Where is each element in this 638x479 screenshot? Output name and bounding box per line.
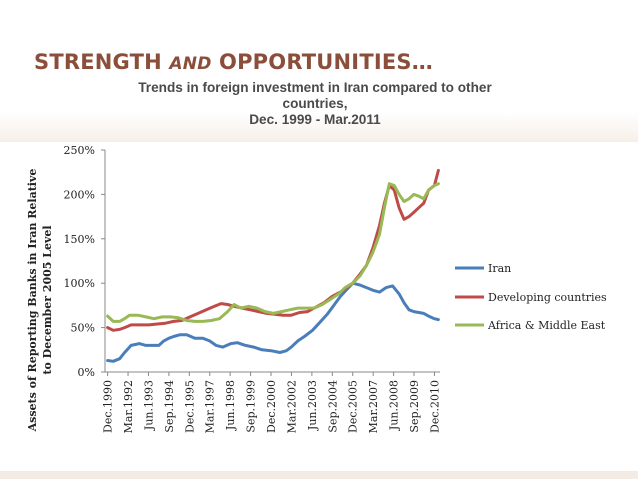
y-tick-label: 200% — [64, 188, 95, 201]
x-tick-label: Jun.1998 — [224, 380, 237, 431]
y-tick-label: 150% — [64, 233, 95, 246]
y-axis-label: Assets of Reporting Banks in Iran Relati… — [26, 169, 54, 433]
chart-title-line-1: Trends in foreign investment in Iran com… — [138, 80, 492, 95]
x-tick-label: Mar.1997 — [204, 380, 217, 433]
y-tick-label: 250% — [64, 144, 95, 157]
x-axis-ticks: Dec.1990 Mar.1992 Jun.1993 Sep.1994 Dec.1995… — [102, 372, 441, 433]
footer-bar — [0, 471, 638, 479]
y-tick-label: 0% — [78, 366, 95, 379]
x-tick-label: Dec.1995 — [183, 380, 196, 433]
series-lines — [106, 168, 440, 363]
y-axis-label-line: Assets of Reporting Banks in Iran Relati… — [26, 169, 39, 433]
x-tick-label: Dec.2010 — [428, 380, 441, 433]
x-tick-label: Dec.2000 — [265, 380, 278, 433]
y-tick-label: 100% — [64, 277, 95, 290]
y-tick-label: 50% — [71, 322, 95, 335]
x-tick-label: Mar.1992 — [122, 380, 135, 433]
x-tick-label: Jun.2008 — [388, 380, 401, 431]
legend-label: Africa & Middle East — [487, 319, 606, 332]
x-tick-label: Sep.2004 — [326, 380, 339, 433]
x-tick-label: Mar.2002 — [285, 380, 298, 433]
x-tick-label: Jun.2003 — [306, 380, 319, 431]
header-gradient-strip — [0, 112, 638, 142]
slide-title-part1: STRENGTH — [34, 50, 170, 74]
x-tick-label: Sep.2009 — [408, 380, 421, 433]
slide-title-part2: AND — [169, 54, 212, 74]
legend-label: Iran — [488, 262, 511, 275]
y-axis-ticks: 0% 50% 100% 150% 200% 250% — [64, 144, 105, 379]
chart-title-line-3: Dec. 1999 - Mar.2011 — [249, 112, 381, 127]
x-tick-label: Dec.1990 — [102, 380, 115, 433]
series-line-developing-countries — [106, 168, 440, 332]
x-tick-label: Mar.2007 — [367, 380, 380, 433]
slide-title: STRENGTH AND OPPORTUNITIES… — [34, 50, 433, 74]
chart-title-line-2: countries, — [282, 96, 348, 111]
slide-title-part3: OPPORTUNITIES… — [211, 50, 433, 74]
series-line-iran — [106, 281, 440, 363]
series-line-africa-middle-east — [106, 182, 440, 323]
y-axis-label-line: to December 2005 Level — [41, 225, 54, 374]
x-tick-label: Jun.1993 — [142, 380, 155, 431]
chart-title: Trends in foreign investment in Iran com… — [70, 80, 560, 128]
x-tick-label: Sep.1999 — [245, 380, 258, 433]
x-tick-label: Dec.2005 — [347, 380, 360, 433]
legend-label: Developing countries — [488, 291, 607, 304]
x-tick-label: Sep.1994 — [163, 380, 176, 433]
legend: Iran Developing countries Africa & Middle … — [455, 262, 607, 332]
axes — [104, 150, 440, 373]
